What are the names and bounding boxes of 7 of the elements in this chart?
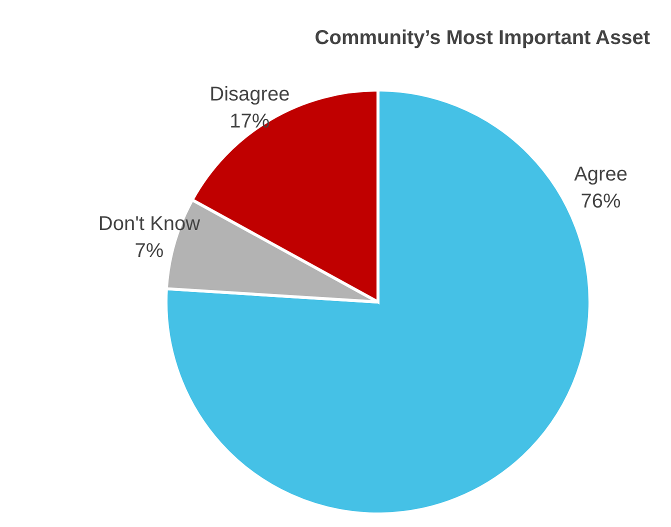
data-label: 17% [230,110,270,132]
slice-label: Disagree [210,83,290,106]
slice-label: Don't Know [98,212,201,235]
data-label: 7% [134,240,164,262]
slice-label: Agree [574,164,628,186]
chart-title: Community’s Most Important Asset [314,27,650,49]
data-label: 76% [580,190,622,213]
